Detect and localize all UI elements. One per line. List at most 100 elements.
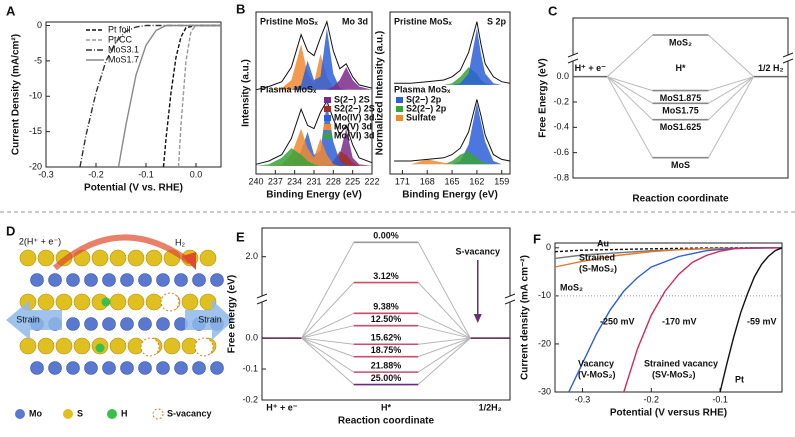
s-atom [145, 249, 163, 267]
connector [418, 312, 471, 339]
y-axis-label: Normalized Intensity (a.u.) [375, 31, 386, 155]
panel-text: Pristine MoSₓ [394, 16, 453, 26]
mo-atom [138, 361, 152, 375]
x-tick-label: 171 [395, 176, 410, 186]
h-atom [101, 297, 111, 307]
spectrum [255, 20, 373, 91]
level-label: MoS1.625 [660, 122, 702, 132]
spectrum [394, 99, 511, 162]
connector [708, 34, 754, 78]
y-tick-label: 0 [546, 242, 551, 252]
y-tick-label: -0.4 [553, 122, 569, 132]
panel-text: Plasma MoSₓ [260, 84, 317, 94]
legend-label: MoS3.1 [108, 44, 139, 54]
annotation: S-vacancy [455, 246, 500, 256]
legend-label: Mo(V) 3d [334, 121, 372, 131]
x-axis-label: Potential (V versus RHE) [610, 408, 727, 419]
reaction-arrow-head [182, 252, 196, 270]
connector [418, 337, 471, 345]
mo-atom [156, 273, 170, 287]
mo-atom [120, 273, 134, 287]
s-atom [55, 293, 73, 311]
y-tick-label: -0.1 [242, 363, 258, 373]
y-tick-label: 0 [37, 20, 42, 30]
panel-letter: C [548, 3, 558, 18]
panel-letter: E [236, 229, 245, 244]
x-tick-label: -0.1 [712, 394, 728, 404]
mo-atom [210, 273, 224, 287]
connector [708, 76, 754, 121]
x-tick-label: 231 [306, 176, 321, 186]
mo-atom [156, 361, 170, 375]
level-label: 25.00% [371, 373, 402, 383]
y-tick-label: -10 [538, 290, 551, 300]
s-atom [109, 249, 127, 267]
data-line [117, 24, 221, 168]
connector [607, 76, 653, 92]
mo-atom [48, 361, 62, 375]
x-tick-label: -0.2 [88, 169, 104, 179]
s-atom [127, 249, 145, 267]
s-atom [91, 249, 109, 267]
plot-frame [261, 227, 511, 401]
x-axis-label: Potential (V vs. RHE) [84, 183, 183, 194]
state-label: H* [675, 63, 685, 73]
x-axis-label: Reaction coordinate [338, 416, 435, 427]
state-label: 1/2H₂ [479, 402, 502, 412]
annotation: Pt [735, 374, 744, 384]
mo-atom [174, 361, 188, 375]
connector [606, 76, 653, 158]
state-label: H⁺ + e⁻ [266, 402, 298, 412]
plot-frame [389, 11, 511, 175]
illustration-text: 2(H⁺ + e⁻) [19, 236, 61, 246]
legend-label: Mo(VI) 3d [334, 130, 375, 140]
x-tick-label: 168 [420, 176, 435, 186]
level-label: 9.38% [373, 302, 399, 312]
data-line [162, 24, 221, 168]
mo-atom [30, 361, 44, 375]
y-tick-label: 0.0 [245, 332, 258, 342]
x-axis-label: Reaction coordinate [632, 194, 729, 205]
axis-break-gap [257, 296, 267, 302]
y-tick-label: -0.2 [242, 394, 258, 404]
level-label: 3.12% [373, 271, 399, 281]
y-tick-label: -30 [538, 386, 551, 396]
axis-break-mark [256, 299, 268, 305]
peak-component [394, 102, 510, 165]
annotation: -250 mV [600, 316, 635, 326]
axis-break-mark [567, 58, 579, 64]
x-tick-label: -0.2 [644, 394, 660, 404]
connector [301, 337, 354, 345]
x-tick-label: 0.0 [190, 169, 203, 179]
legend-label: Mo [29, 408, 42, 418]
peak-component [394, 28, 510, 85]
vacancy [160, 292, 180, 312]
annotation: MoS₂ [560, 282, 583, 292]
panel-text: Plasma MoSₓ [394, 84, 451, 94]
spectrum [394, 21, 511, 84]
reaction-arrow [53, 234, 192, 271]
axis-break-gap [568, 55, 578, 61]
mo-atom [120, 361, 134, 375]
y-tick-label: -0.8 [553, 172, 569, 182]
connector [301, 337, 354, 358]
level-label: MoS [671, 160, 690, 170]
connector [301, 282, 355, 339]
vacancy [140, 337, 160, 357]
y-axis-label: Free Energy (eV) [538, 58, 549, 137]
data-line [177, 24, 221, 168]
legend-label: S [77, 408, 83, 418]
x-tick-label: 240 [248, 176, 263, 186]
y-axis-label: Current density (mA cm⁻²) [520, 255, 531, 380]
illustration-text: H₂ [175, 237, 185, 247]
s-atom [19, 337, 37, 355]
annotation: Au [597, 238, 609, 248]
mo-atom [210, 361, 224, 375]
s-atom [109, 337, 127, 355]
y-tick-label: 0.0 [556, 71, 569, 81]
x-tick-label: 237 [268, 176, 283, 186]
mo-atom [84, 361, 98, 375]
axis-break-mark [504, 293, 516, 299]
mo-atom [84, 273, 98, 287]
x-tick-label: 165 [445, 176, 460, 186]
